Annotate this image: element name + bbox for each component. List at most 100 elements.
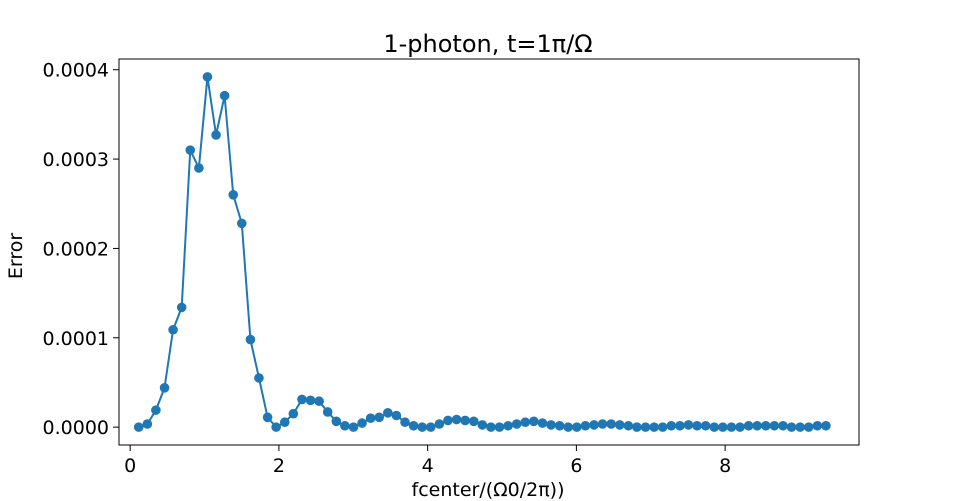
data-point bbox=[606, 419, 616, 429]
data-point bbox=[202, 72, 213, 82]
series-layer bbox=[133, 72, 831, 432]
data-point bbox=[778, 420, 788, 431]
data-point bbox=[288, 408, 299, 419]
data-point bbox=[365, 413, 376, 423]
data-point bbox=[675, 420, 685, 431]
data-point bbox=[477, 420, 488, 430]
x-tick-label: 6 bbox=[570, 455, 582, 477]
data-point bbox=[743, 420, 754, 431]
data-point bbox=[322, 407, 333, 417]
data-point bbox=[572, 422, 582, 432]
data-point bbox=[580, 420, 591, 431]
data-point bbox=[692, 420, 702, 431]
data-point bbox=[554, 420, 565, 431]
data-point bbox=[417, 422, 428, 432]
data-point bbox=[297, 394, 307, 405]
data-point bbox=[262, 412, 273, 423]
data-point bbox=[597, 419, 608, 429]
data-point bbox=[228, 190, 239, 200]
data-point bbox=[400, 417, 410, 428]
y-axis: 0.0000 0.0001 0.0002 0.0003 0.0004 bbox=[43, 60, 119, 439]
data-point bbox=[520, 417, 531, 428]
y-tick-label: 0.0002 bbox=[43, 238, 109, 260]
data-point bbox=[503, 420, 513, 431]
data-point bbox=[640, 422, 651, 432]
x-tick-label: 4 bbox=[422, 455, 434, 477]
data-point bbox=[468, 416, 479, 427]
data-point bbox=[168, 324, 178, 335]
data-point bbox=[614, 420, 625, 430]
data-point bbox=[795, 422, 805, 432]
data-point bbox=[305, 395, 316, 406]
data-point bbox=[752, 420, 762, 431]
data-point bbox=[176, 302, 187, 313]
data-point bbox=[211, 130, 221, 140]
data-point bbox=[718, 422, 728, 432]
data-point bbox=[537, 418, 548, 428]
data-point bbox=[709, 422, 720, 432]
y-tick-label: 0.0001 bbox=[43, 328, 109, 350]
data-point bbox=[151, 405, 161, 415]
data-point bbox=[271, 422, 281, 432]
data-point bbox=[735, 422, 745, 432]
series-line bbox=[138, 76, 826, 429]
data-point bbox=[357, 418, 367, 428]
data-point bbox=[314, 396, 324, 407]
data-point bbox=[623, 420, 634, 431]
data-point bbox=[425, 422, 436, 432]
data-point bbox=[649, 422, 659, 432]
data-point bbox=[331, 416, 342, 427]
data-point bbox=[761, 420, 771, 431]
data-point bbox=[666, 420, 677, 431]
x-tick-label: 0 bbox=[124, 455, 136, 477]
data-point bbox=[254, 373, 264, 383]
data-point bbox=[657, 422, 668, 432]
data-point bbox=[443, 415, 453, 426]
data-point bbox=[589, 420, 599, 430]
chart-title: 1-photon, t=1π/Ω bbox=[383, 30, 592, 58]
data-point bbox=[769, 420, 780, 431]
y-tick-label: 0.0000 bbox=[43, 417, 109, 439]
data-point bbox=[726, 422, 737, 432]
data-point bbox=[821, 420, 831, 431]
data-point bbox=[279, 417, 290, 428]
data-point bbox=[486, 422, 496, 432]
data-point bbox=[348, 422, 359, 432]
data-point bbox=[391, 410, 402, 421]
data-point bbox=[700, 420, 711, 431]
data-point bbox=[159, 383, 170, 393]
data-point bbox=[245, 334, 256, 345]
data-point bbox=[632, 422, 642, 432]
data-point bbox=[219, 90, 230, 101]
x-axis-label: fcenter/(Ω0/2π)) bbox=[412, 479, 565, 501]
data-point bbox=[563, 422, 574, 432]
data-point bbox=[451, 414, 462, 425]
x-tick-label: 2 bbox=[273, 455, 285, 477]
data-point bbox=[133, 422, 144, 432]
data-point bbox=[434, 419, 445, 429]
x-axis: 0 2 4 6 8 bbox=[124, 445, 731, 477]
data-point bbox=[511, 419, 522, 429]
y-tick-label: 0.0004 bbox=[43, 60, 109, 82]
data-point bbox=[812, 420, 823, 431]
data-point bbox=[185, 145, 196, 155]
data-point bbox=[546, 420, 556, 430]
data-point bbox=[194, 163, 204, 173]
data-point bbox=[374, 412, 385, 423]
data-point bbox=[340, 420, 350, 431]
data-point bbox=[803, 422, 814, 432]
data-point bbox=[236, 218, 247, 229]
plot-area bbox=[118, 58, 860, 446]
data-point bbox=[529, 416, 539, 427]
data-point bbox=[408, 420, 419, 431]
data-point bbox=[460, 415, 470, 426]
y-axis-label: Error bbox=[5, 233, 27, 280]
data-point bbox=[683, 420, 694, 430]
y-tick-label: 0.0003 bbox=[43, 149, 109, 171]
data-point bbox=[142, 419, 153, 429]
data-point bbox=[786, 422, 797, 432]
data-point bbox=[383, 408, 393, 418]
x-tick-label: 8 bbox=[719, 455, 731, 477]
data-point bbox=[494, 422, 505, 432]
